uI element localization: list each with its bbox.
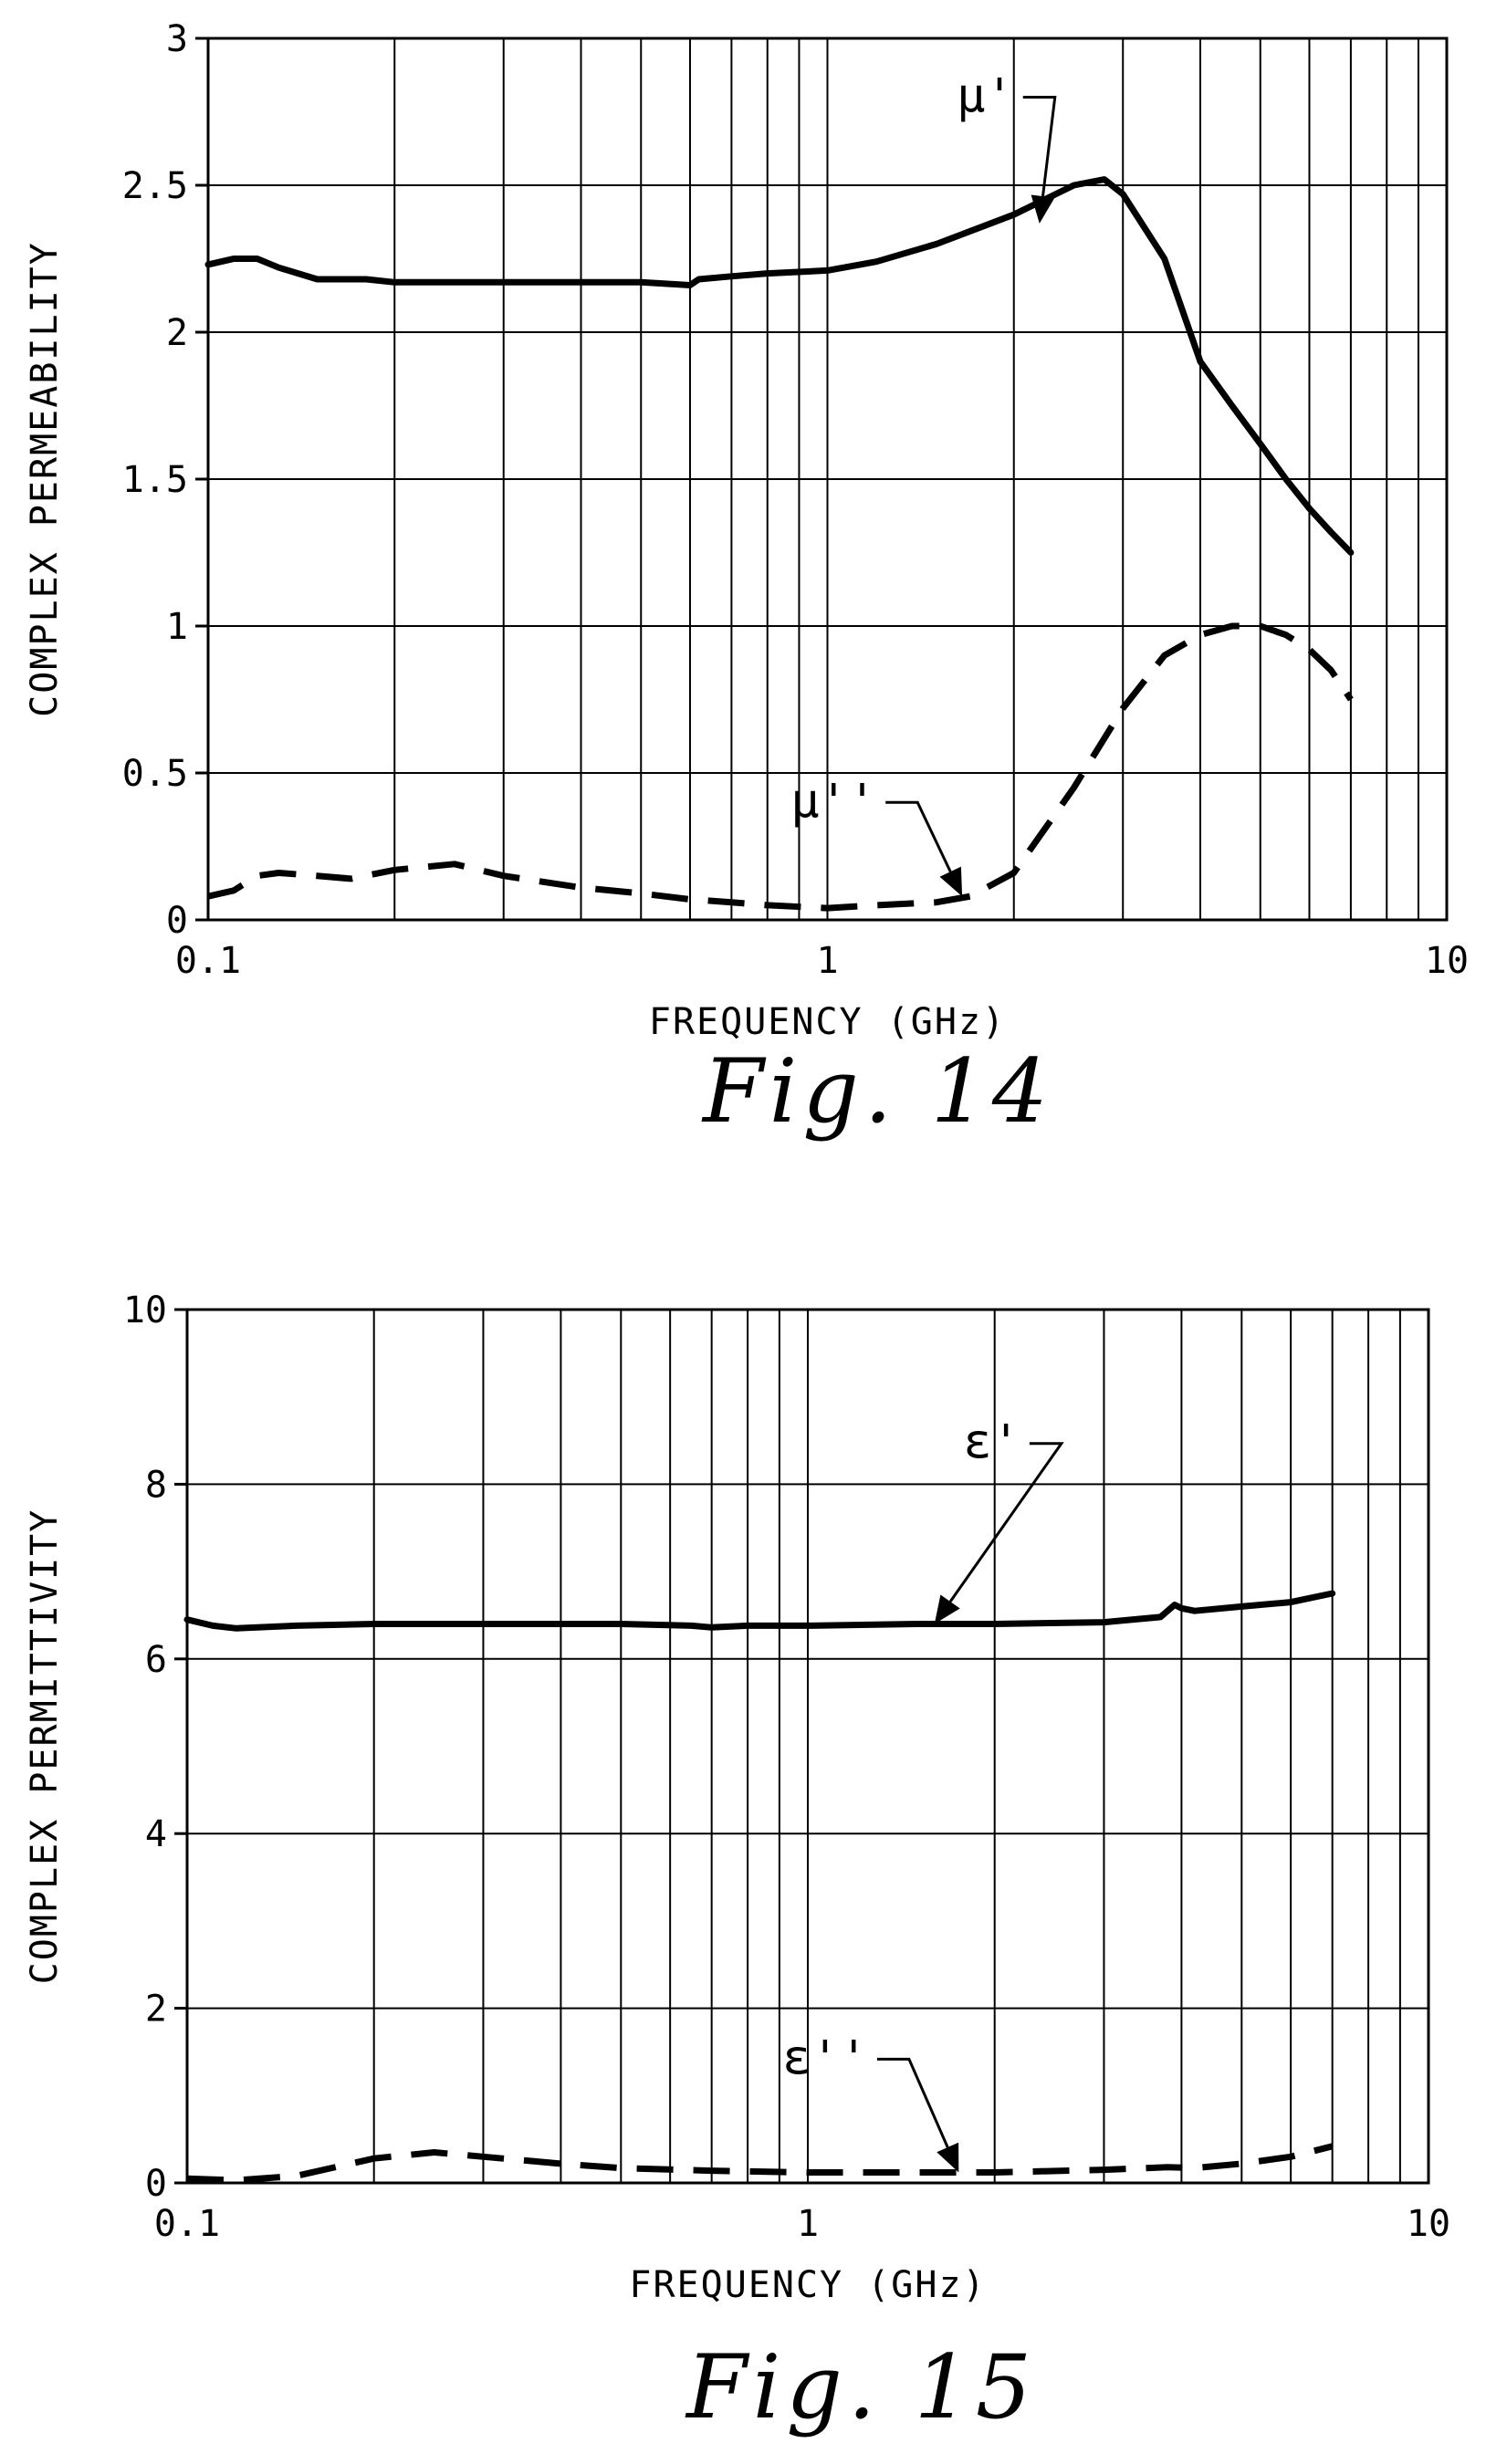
series-line-real [183, 1590, 1336, 1632]
figure-caption-14: Fig. 14 [703, 1040, 1053, 1143]
x-tick-label: 0.1 [175, 940, 241, 982]
series-line-imaginary [207, 622, 1354, 912]
series-line-real [204, 176, 1355, 556]
y-tick-label: 8 [145, 1464, 167, 1506]
y-tick-label: 1.5 [122, 459, 188, 501]
x-tick-label: 10 [1425, 940, 1469, 982]
arrow-head-icon [939, 866, 963, 897]
annotation-leader-line [885, 800, 952, 872]
y-tick-label: 0 [145, 2163, 167, 2205]
series-line-imaginary [186, 2143, 1334, 2184]
series-annotation-label: μ' [957, 69, 1014, 124]
arrow-head-icon [934, 1594, 960, 1624]
chart-fig-15: 0 2 4 6 8 10 0.1 1 10 FREQUENCY (GHz) COMPLEX PERM… [24, 1289, 1450, 2306]
x-axis-label: FREQUENCY (GHz) [629, 2264, 986, 2306]
grid-lines [208, 38, 1447, 920]
chart-fig-14: 0 0.5 1 1.5 2 2.5 3 0.1 1 10 FREQUENCY (GHz) COMPLE… [24, 18, 1469, 1040]
arrow-head-icon [1031, 194, 1055, 224]
y-tick-label: 2 [166, 312, 188, 354]
annotation-leader-line [876, 2057, 949, 2148]
annotation-leader-line [1022, 96, 1057, 197]
grid-lines [187, 1310, 1428, 2183]
figure-caption-15: Fig. 15 [686, 2336, 1037, 2438]
x-axis-label: FREQUENCY (GHz) [649, 1001, 1006, 1040]
x-tick-label: 0.1 [154, 2203, 220, 2245]
x-tick-label: 10 [1407, 2203, 1450, 2245]
y-axis-label: COMPLEX PERMEABILITY [24, 241, 66, 717]
y-axis-label: COMPLEX PERMITTIVITY [24, 1509, 66, 1985]
y-tick-label: 0 [166, 900, 188, 942]
series-annotation-label: ε'' [782, 2031, 868, 2085]
arrow-head-icon [937, 2142, 959, 2173]
y-tick-label: 10 [123, 1289, 167, 1331]
y-tick-label: 1 [166, 606, 188, 648]
series-annotation-label: μ'' [790, 774, 876, 829]
annotation-leader-line [948, 1442, 1064, 1603]
y-tick-label: 2 [145, 1989, 167, 2031]
series-annotation-label: ε' [963, 1415, 1020, 1470]
x-tick-label: 1 [816, 940, 838, 982]
y-tick-label: 0.5 [122, 753, 188, 795]
y-tick-label: 4 [145, 1813, 167, 1855]
plot-frame [185, 1308, 1430, 2185]
y-tick-label: 6 [145, 1639, 167, 1681]
x-tick-label: 1 [797, 2203, 819, 2245]
y-tick-label: 3 [166, 18, 188, 60]
y-tick-label: 2.5 [122, 165, 188, 207]
